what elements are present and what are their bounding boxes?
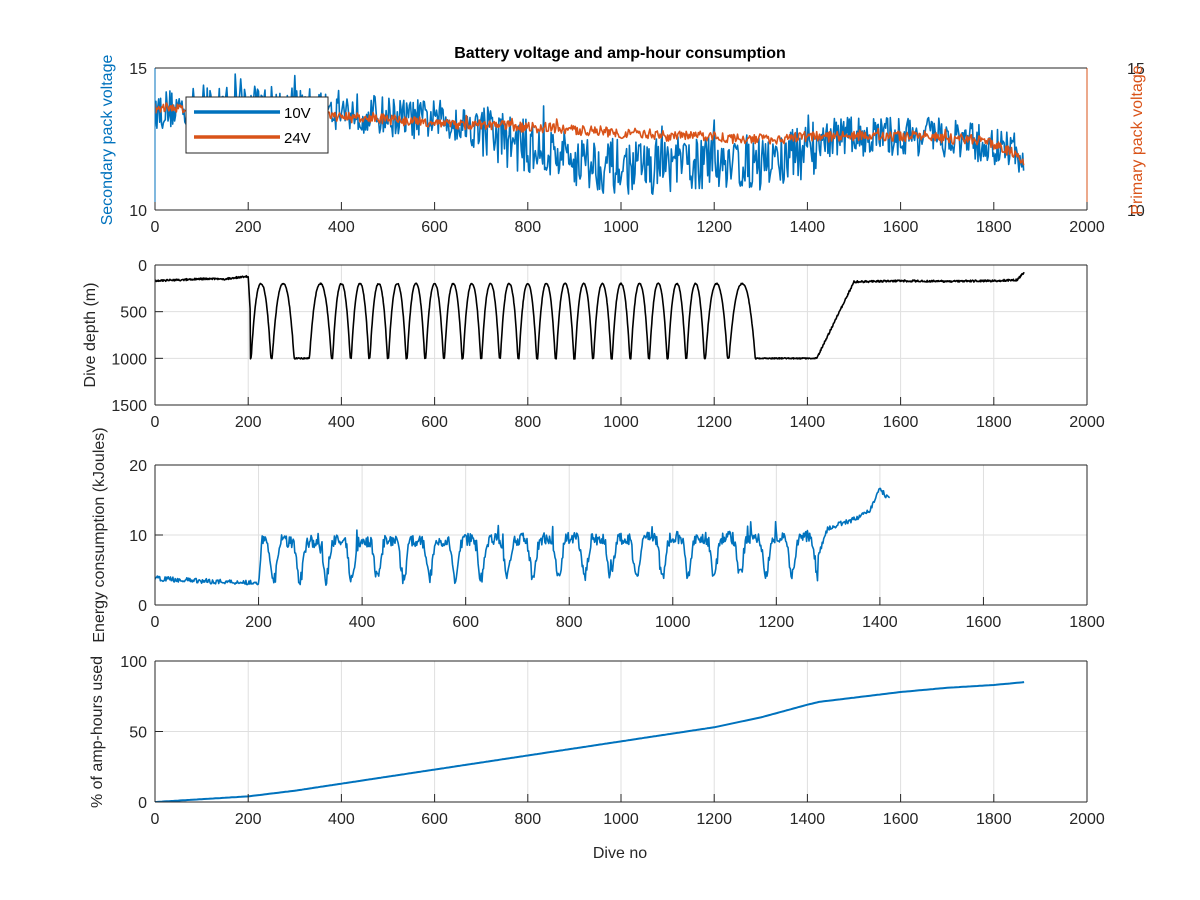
panels: 0 200 400 600 800 1000 1200 1400 1600 1800 2000101… [111,61,1144,828]
legend-label-10v: 10V [284,105,311,122]
x-tick-label: 1200 [696,219,732,236]
x-tick-label: 1000 [603,414,639,431]
x-tick-label: 1600 [883,414,919,431]
ylabel-primary-voltage: Primary pack voltage [1129,65,1146,214]
ylabel-dive-depth: Dive depth (m) [82,283,99,388]
series-line-3-0 [155,681,1025,802]
x-tick-label: 1000 [603,811,639,828]
y-tick-label: 20 [129,458,147,475]
x-tick-label: 1200 [696,811,732,828]
x-tick-label: 2000 [1069,219,1105,236]
xlabel-dive-no: Dive no [593,845,647,862]
x-tick-label: 1400 [790,811,826,828]
axes-2: 0 200 400 600 800 1000 1200 1400 1600 1800 0 10 20 [129,458,1105,631]
y-tick-label: 15 [129,61,147,78]
x-tick-label: 600 [421,219,448,236]
ylabel-amp-hours: % of amp-hours used [89,656,106,808]
x-tick-label: 0 [151,811,160,828]
series-line-1-0 [155,271,1025,360]
x-tick-label: 1400 [790,219,826,236]
y-tick-label: 1500 [111,398,147,415]
x-tick-label: 1600 [883,219,919,236]
x-tick-label: 600 [452,614,479,631]
x-tick-label: 400 [349,614,376,631]
x-tick-label: 1200 [696,414,732,431]
x-tick-label: 1400 [862,614,898,631]
x-tick-label: 800 [556,614,583,631]
y-right-tick-label: 15 [1127,61,1145,78]
x-tick-label: 400 [328,811,355,828]
x-tick-label: 800 [514,811,541,828]
y-tick-label: 10 [129,528,147,545]
x-tick-label: 600 [421,811,448,828]
y-tick-label: 10 [129,203,147,220]
x-tick-label: 2000 [1069,414,1105,431]
x-tick-label: 2000 [1069,811,1105,828]
x-tick-label: 0 [151,414,160,431]
x-tick-label: 1400 [790,414,826,431]
x-tick-label: 1000 [655,614,691,631]
x-tick-label: 600 [421,414,448,431]
x-tick-label: 1600 [966,614,1002,631]
x-tick-label: 0 [151,219,160,236]
x-tick-label: 1800 [976,414,1012,431]
x-tick-label: 1000 [603,219,639,236]
x-tick-label: 800 [514,414,541,431]
x-tick-label: 400 [328,219,355,236]
y-tick-label: 0 [138,258,147,275]
y-tick-label: 0 [138,598,147,615]
x-tick-label: 1600 [883,811,919,828]
x-tick-label: 400 [328,414,355,431]
chart-title: Battery voltage and amp-hour consumption [454,45,786,62]
x-tick-label: 200 [235,219,262,236]
x-tick-label: 200 [235,414,262,431]
y-tick-label: 50 [129,725,147,742]
series-line-2-0 [155,487,891,586]
x-tick-label: 200 [235,811,262,828]
y-tick-label: 0 [138,795,147,812]
x-tick-label: 200 [245,614,272,631]
ylabel-secondary-voltage: Secondary pack voltage [99,55,116,226]
x-tick-label: 1800 [1069,614,1105,631]
y-tick-label: 500 [120,305,147,322]
x-tick-label: 800 [514,219,541,236]
x-tick-label: 1800 [976,811,1012,828]
x-tick-label: 0 [151,614,160,631]
axes-3: 0 200 400 600 800 1000 1200 1400 1600 1800 2000 0 50… [120,654,1105,828]
x-tick-label: 1800 [976,219,1012,236]
ylabel-energy: Energy consumption (kJoules) [91,427,108,642]
axes-0: 0 200 400 600 800 1000 1200 1400 1600 1800 2000 10 1… [129,61,1145,236]
y-right-tick-label: 10 [1127,203,1145,220]
legend: 10V 24V [185,96,329,154]
x-tick-label: 1200 [759,614,795,631]
y-tick-label: 100 [120,654,147,671]
axes-1: 0 200 400 600 800 1000 1200 1400 1600 1800 2000 0 50… [111,258,1104,431]
legend-box [185,96,329,154]
y-tick-label: 1000 [111,351,147,368]
legend-label-24v: 24V [284,130,311,147]
